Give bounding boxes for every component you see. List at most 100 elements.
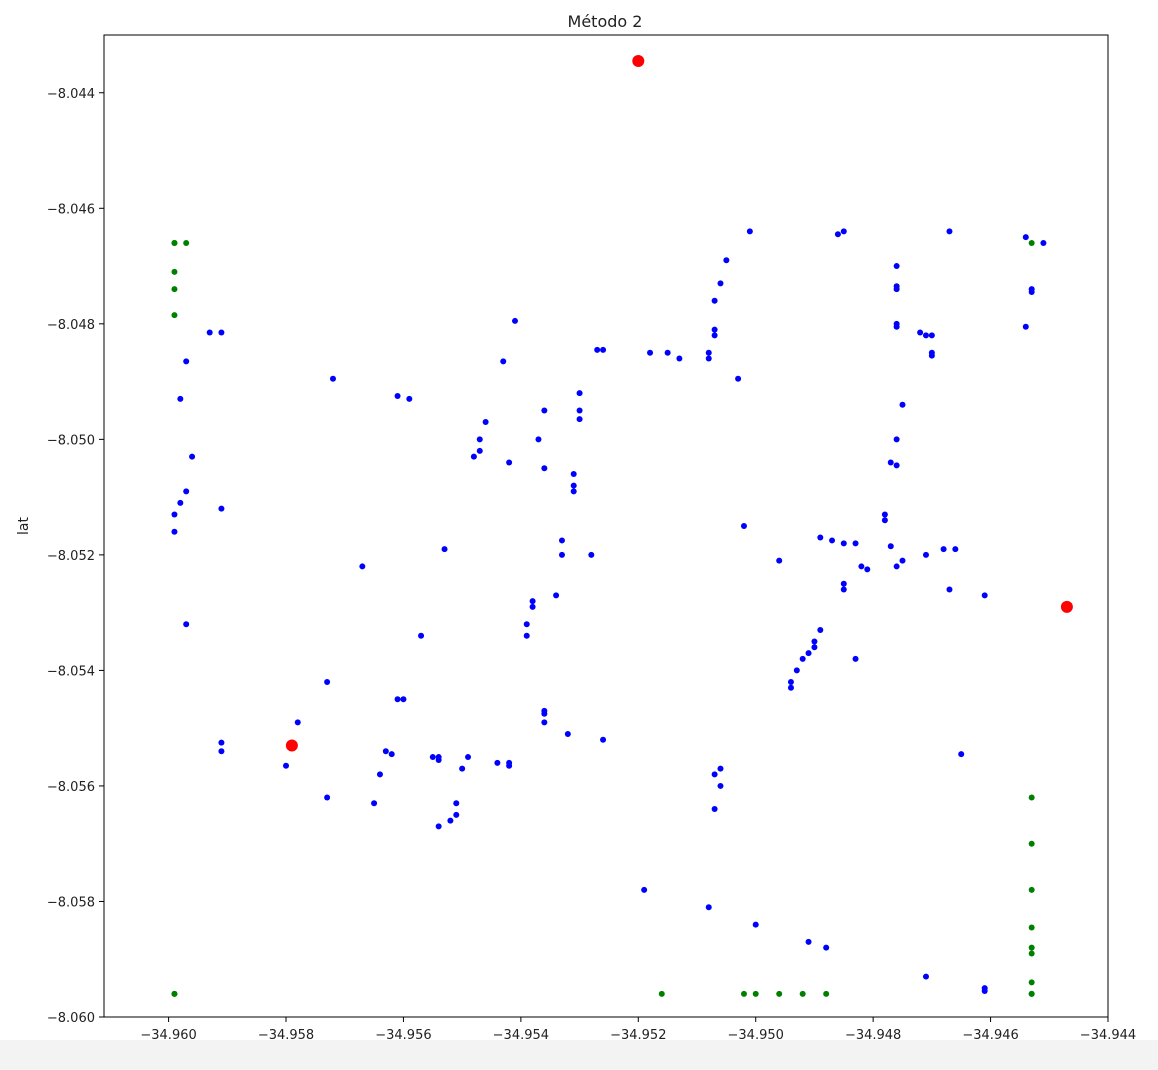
x-tick-label: −34.952 [610, 1028, 666, 1043]
scatter-point [171, 990, 178, 997]
scatter-point [817, 534, 824, 541]
scatter-point [324, 794, 331, 801]
y-tick-label: −8.044 [47, 87, 95, 102]
scatter-point [183, 621, 190, 628]
scatter-point [717, 765, 724, 772]
scatter-point [529, 603, 536, 610]
x-tick-label: −34.946 [962, 1028, 1018, 1043]
scatter-point [171, 286, 178, 293]
scatter-point [541, 407, 548, 414]
scatter-point [793, 667, 800, 674]
scatter-point [218, 329, 225, 336]
y-tick-label: −8.056 [47, 780, 95, 795]
x-tick-label: −34.950 [728, 1028, 784, 1043]
y-tick-label: −8.052 [47, 549, 95, 564]
scatter-point [294, 719, 301, 726]
scatter-point [171, 511, 178, 518]
scatter-point [465, 754, 472, 761]
scatter-point [981, 988, 988, 995]
scatter-point [858, 563, 865, 570]
scatter-point [852, 540, 859, 547]
scatter-point [324, 678, 331, 685]
scatter-point [570, 488, 577, 495]
scatter-point [658, 990, 665, 997]
scatter-point [470, 453, 477, 460]
scatter-point [371, 800, 378, 807]
scatter-point [394, 393, 401, 400]
scatter-point [382, 748, 389, 755]
scatter-point [899, 557, 906, 564]
scatter-point [1028, 886, 1035, 893]
scatter-point [823, 990, 830, 997]
scatter-point [400, 696, 407, 703]
scatter-point [1028, 239, 1035, 246]
scatter-point [218, 505, 225, 512]
scatter-point [453, 811, 460, 818]
scatter-point [171, 312, 178, 319]
scatter-point [893, 436, 900, 443]
scatter-point [922, 973, 929, 980]
scatter-point [441, 546, 448, 553]
scatter-point [435, 756, 442, 763]
scatter-point [711, 297, 718, 304]
scatter-point [1022, 234, 1029, 241]
scatter-point [705, 904, 712, 911]
scatter-point [1060, 600, 1073, 613]
scatter-point [529, 598, 536, 605]
scatter-point [447, 817, 454, 824]
scatter-point [564, 730, 571, 737]
scatter-point [740, 990, 747, 997]
scatter-points [171, 54, 1073, 997]
scatter-point [494, 759, 501, 766]
scatter-point [1022, 323, 1029, 330]
scatter-point [776, 557, 783, 564]
scatter-point [922, 551, 929, 558]
scatter-point [183, 239, 190, 246]
scatter-point [952, 546, 959, 553]
scatter-point [541, 710, 548, 717]
scatter-point [805, 650, 812, 657]
scatter-point [928, 332, 935, 339]
x-tick-label: −34.944 [1080, 1028, 1136, 1043]
scatter-point [558, 537, 565, 544]
scatter-point [717, 280, 724, 287]
scatter-point [981, 592, 988, 599]
y-tick-label: −8.060 [47, 1011, 95, 1026]
scatter-point [740, 523, 747, 529]
scatter-point [776, 990, 783, 997]
scatter-point [705, 355, 712, 362]
scatter-point [476, 436, 483, 443]
scatter-point [787, 678, 794, 685]
scatter-point [799, 655, 806, 662]
x-axis-ticks: −34.960 −34.958 −34.956 −34.954 −34.952 −34.9… [140, 1017, 1136, 1043]
scatter-point [840, 586, 847, 593]
scatter-point [840, 228, 847, 235]
scatter-point [183, 488, 190, 495]
scatter-point [917, 329, 924, 336]
scatter-point [1028, 990, 1035, 997]
bottom-strip [0, 1040, 1158, 1070]
scatter-point [435, 823, 442, 830]
scatter-point [394, 696, 401, 703]
scatter-point [570, 482, 577, 489]
scatter-point [852, 655, 859, 662]
scatter-point [940, 546, 947, 553]
scatter-point [928, 349, 935, 356]
scatter-point [535, 436, 542, 443]
scatter-point [218, 739, 225, 746]
scatter-point [523, 621, 530, 628]
scatter-point [893, 286, 900, 293]
scatter-point [823, 944, 830, 951]
scatter-point [576, 407, 583, 414]
scatter-point [171, 268, 178, 275]
scatter-point [664, 349, 671, 356]
scatter-point [283, 762, 290, 769]
scatter-point [899, 401, 906, 408]
scatter-point [641, 886, 648, 893]
scatter-point [711, 806, 718, 813]
y-tick-label: −8.058 [47, 895, 95, 910]
scatter-point [541, 465, 548, 472]
scatter-point [632, 54, 645, 67]
scatter-point [711, 771, 718, 778]
chart-title: Método 2 [568, 12, 643, 31]
